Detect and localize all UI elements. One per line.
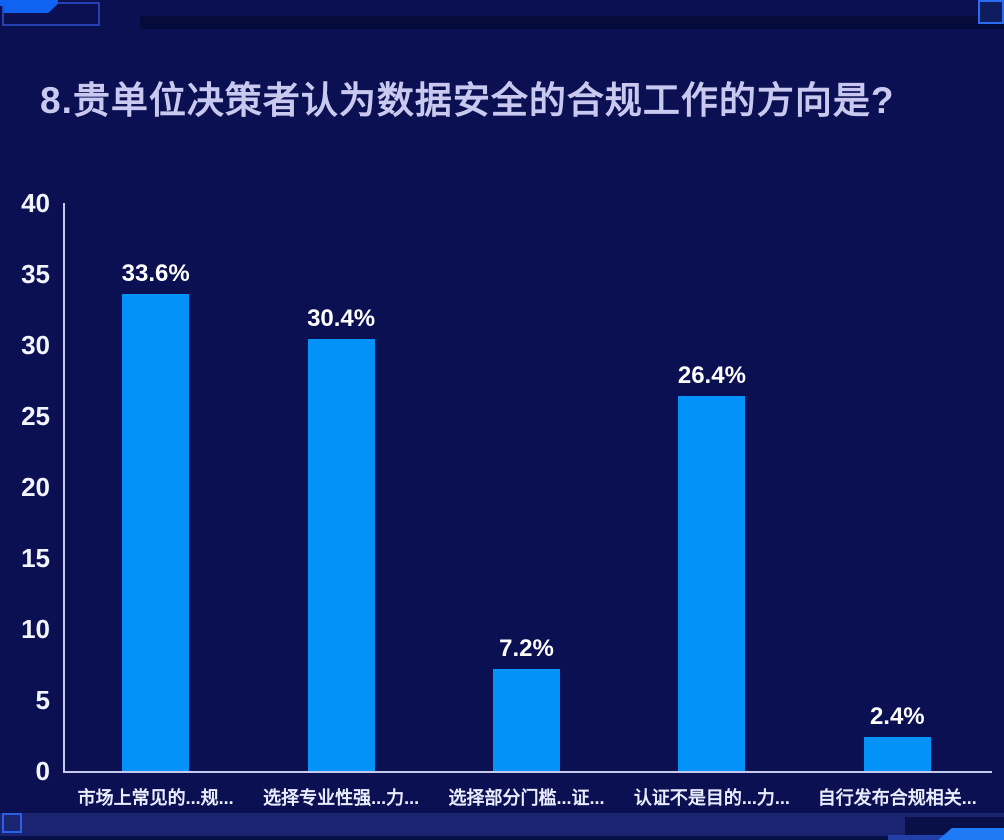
bar [307,339,375,771]
top-left-corner-accent-shape [0,0,58,13]
bottom-right-accent-tail [888,835,950,840]
x-axis-category-label: 自行发布合规相关... [817,788,977,808]
bar-value-label: 7.2% [499,634,554,662]
chart-title: 8.贵单位决策者认为数据安全的合规工作的方向是? [40,80,895,121]
y-axis-tick-label: 30 [21,330,50,360]
bar-value-label: 33.6% [121,259,190,287]
y-axis-tick-label: 10 [21,614,50,644]
y-axis-tick-label: 35 [21,259,50,289]
bar [493,668,560,771]
bar [678,396,746,771]
y-axis-tick-label: 5 [35,685,50,715]
x-axis-category-label: 市场上常见的...规... [77,788,234,808]
bar-value-label: 2.4% [869,702,925,730]
bottom-right-accent-shape [938,828,1004,840]
bottom-left-corner-square [2,813,22,833]
y-axis-tick-label: 25 [21,401,50,431]
y-axis-tick-label: 0 [35,756,50,786]
x-axis-category-label: 认证不是目的...力... [633,788,790,808]
top-right-corner-square [978,0,1004,24]
top-edge-decoration-band [140,16,1004,29]
bar-value-label: 30.4% [307,305,376,333]
x-axis-category-label: 选择专业性强...力... [263,788,420,808]
bar [122,293,190,771]
bar-value-label: 26.4% [677,362,746,390]
y-axis-tick-label: 15 [21,543,50,573]
y-axis-tick-label: 20 [21,472,50,502]
y-axis-tick-label: 40 [21,188,50,218]
bar-chart-plot-area [63,203,992,773]
x-axis-category-label: 选择部分门槛...证... [448,788,605,808]
bar [863,736,931,771]
bottom-edge-decoration-band [0,813,1004,840]
bottom-edge-dark-strip [0,836,1004,840]
